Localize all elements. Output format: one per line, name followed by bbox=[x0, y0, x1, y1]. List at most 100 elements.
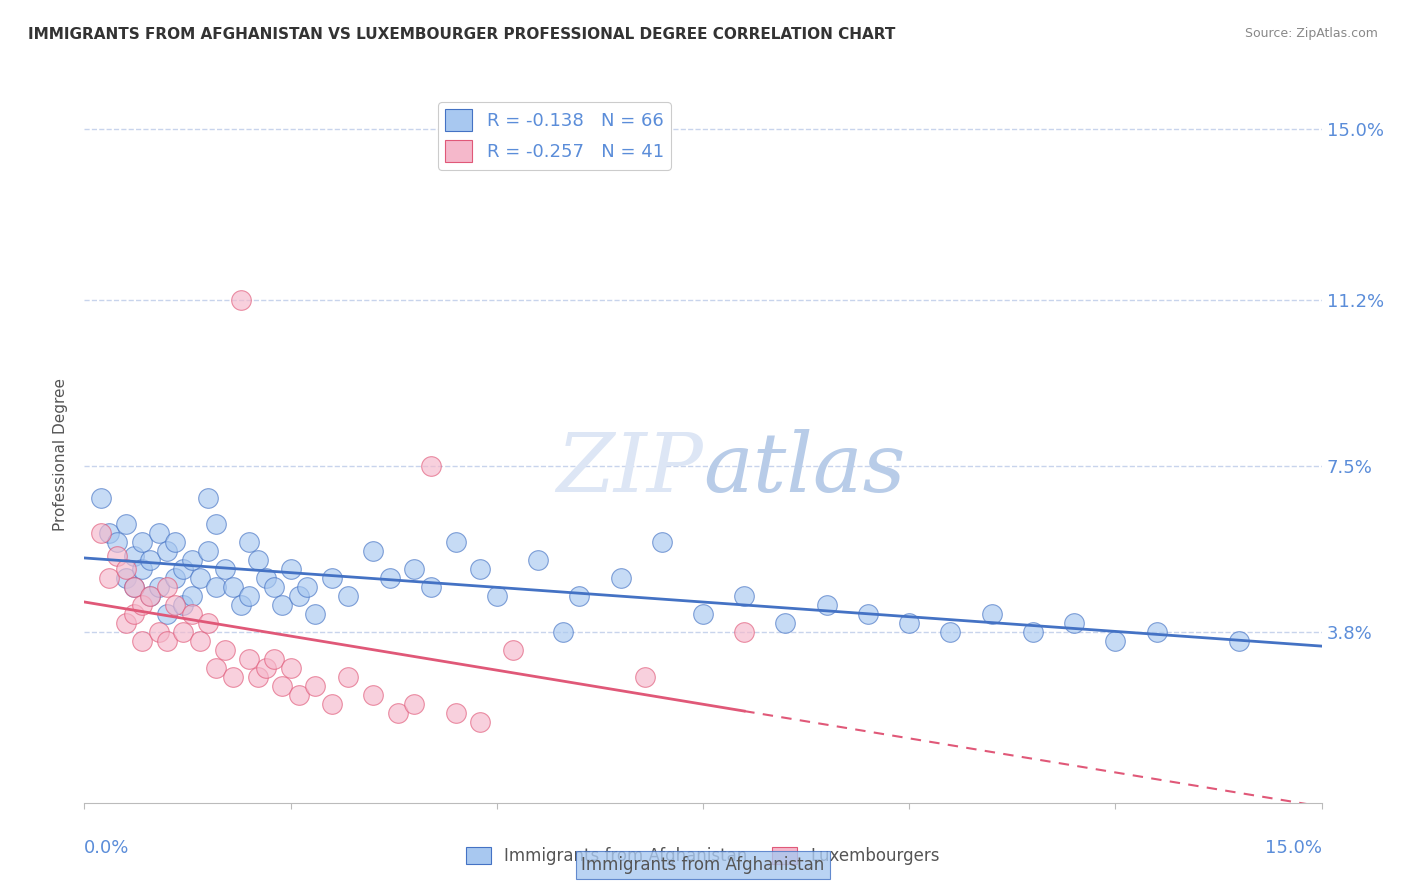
Point bbox=[98, 526, 121, 541]
Text: ZIP: ZIP bbox=[557, 429, 703, 508]
Point bbox=[288, 590, 311, 604]
Point bbox=[1227, 634, 1250, 648]
Point bbox=[263, 580, 285, 594]
Point bbox=[419, 580, 441, 594]
Point bbox=[295, 580, 318, 594]
Point bbox=[90, 491, 112, 505]
Point bbox=[156, 607, 179, 622]
Point bbox=[188, 634, 211, 648]
Point bbox=[122, 549, 145, 563]
Point bbox=[980, 607, 1002, 622]
Point bbox=[404, 562, 426, 576]
Point bbox=[502, 643, 524, 657]
Point bbox=[205, 580, 228, 594]
Point bbox=[692, 607, 714, 622]
Point bbox=[337, 590, 360, 604]
Point bbox=[165, 599, 187, 613]
Point bbox=[246, 670, 269, 684]
Point bbox=[485, 590, 508, 604]
Point bbox=[122, 580, 145, 594]
Point bbox=[197, 616, 219, 631]
Point bbox=[188, 571, 211, 585]
Point bbox=[114, 517, 136, 532]
Point bbox=[105, 549, 128, 563]
Point bbox=[238, 652, 260, 666]
Point bbox=[280, 661, 302, 675]
Point bbox=[148, 625, 170, 640]
Point bbox=[939, 625, 962, 640]
Point bbox=[470, 562, 492, 576]
Point bbox=[733, 625, 755, 640]
Point bbox=[139, 590, 162, 604]
Point bbox=[271, 599, 294, 613]
Point bbox=[551, 625, 574, 640]
Point bbox=[304, 679, 326, 693]
Point bbox=[304, 607, 326, 622]
Point bbox=[898, 616, 921, 631]
Point bbox=[105, 535, 128, 549]
Point bbox=[419, 459, 441, 474]
Point bbox=[131, 599, 153, 613]
Point bbox=[172, 625, 194, 640]
Point bbox=[444, 706, 467, 720]
Point bbox=[180, 553, 202, 567]
Point bbox=[156, 634, 179, 648]
Point bbox=[444, 535, 467, 549]
Point bbox=[288, 688, 311, 702]
Point bbox=[229, 599, 252, 613]
Point bbox=[527, 553, 550, 567]
Point bbox=[165, 535, 187, 549]
Point bbox=[775, 616, 797, 631]
Point bbox=[609, 571, 631, 585]
Point bbox=[254, 571, 277, 585]
Point bbox=[254, 661, 277, 675]
Point bbox=[229, 293, 252, 307]
Point bbox=[404, 697, 426, 711]
Point bbox=[1063, 616, 1085, 631]
Point bbox=[238, 535, 260, 549]
Point bbox=[387, 706, 409, 720]
Text: Immigrants from Afghanistan: Immigrants from Afghanistan bbox=[581, 856, 825, 874]
Point bbox=[172, 562, 194, 576]
Point bbox=[180, 607, 202, 622]
Point bbox=[165, 571, 187, 585]
Point bbox=[114, 562, 136, 576]
Point bbox=[634, 670, 657, 684]
Point bbox=[139, 590, 162, 604]
Point bbox=[214, 643, 236, 657]
Point bbox=[172, 599, 194, 613]
Text: 0.0%: 0.0% bbox=[84, 838, 129, 856]
Point bbox=[337, 670, 360, 684]
Point bbox=[90, 526, 112, 541]
Point bbox=[139, 553, 162, 567]
Point bbox=[131, 535, 153, 549]
Point bbox=[197, 491, 219, 505]
Point bbox=[733, 590, 755, 604]
Point bbox=[197, 544, 219, 558]
Point bbox=[470, 714, 492, 729]
Point bbox=[246, 553, 269, 567]
Point bbox=[815, 599, 838, 613]
Point bbox=[263, 652, 285, 666]
Point bbox=[1104, 634, 1126, 648]
Point bbox=[271, 679, 294, 693]
Point bbox=[222, 580, 245, 594]
Point bbox=[148, 580, 170, 594]
Point bbox=[222, 670, 245, 684]
Text: 15.0%: 15.0% bbox=[1264, 838, 1322, 856]
Text: IMMIGRANTS FROM AFGHANISTAN VS LUXEMBOURGER PROFESSIONAL DEGREE CORRELATION CHAR: IMMIGRANTS FROM AFGHANISTAN VS LUXEMBOUR… bbox=[28, 27, 896, 42]
Legend: R = -0.138   N = 66, R = -0.257   N = 41: R = -0.138 N = 66, R = -0.257 N = 41 bbox=[439, 103, 671, 169]
Y-axis label: Professional Degree: Professional Degree bbox=[53, 378, 69, 532]
Point bbox=[122, 580, 145, 594]
Point bbox=[361, 688, 384, 702]
Point bbox=[280, 562, 302, 576]
Point bbox=[321, 571, 343, 585]
Point bbox=[131, 634, 153, 648]
Point bbox=[205, 517, 228, 532]
Point bbox=[131, 562, 153, 576]
Point bbox=[568, 590, 591, 604]
Point bbox=[114, 616, 136, 631]
Legend: Immigrants from Afghanistan, Luxembourgers: Immigrants from Afghanistan, Luxembourge… bbox=[460, 840, 946, 872]
Point bbox=[378, 571, 401, 585]
Point bbox=[856, 607, 879, 622]
